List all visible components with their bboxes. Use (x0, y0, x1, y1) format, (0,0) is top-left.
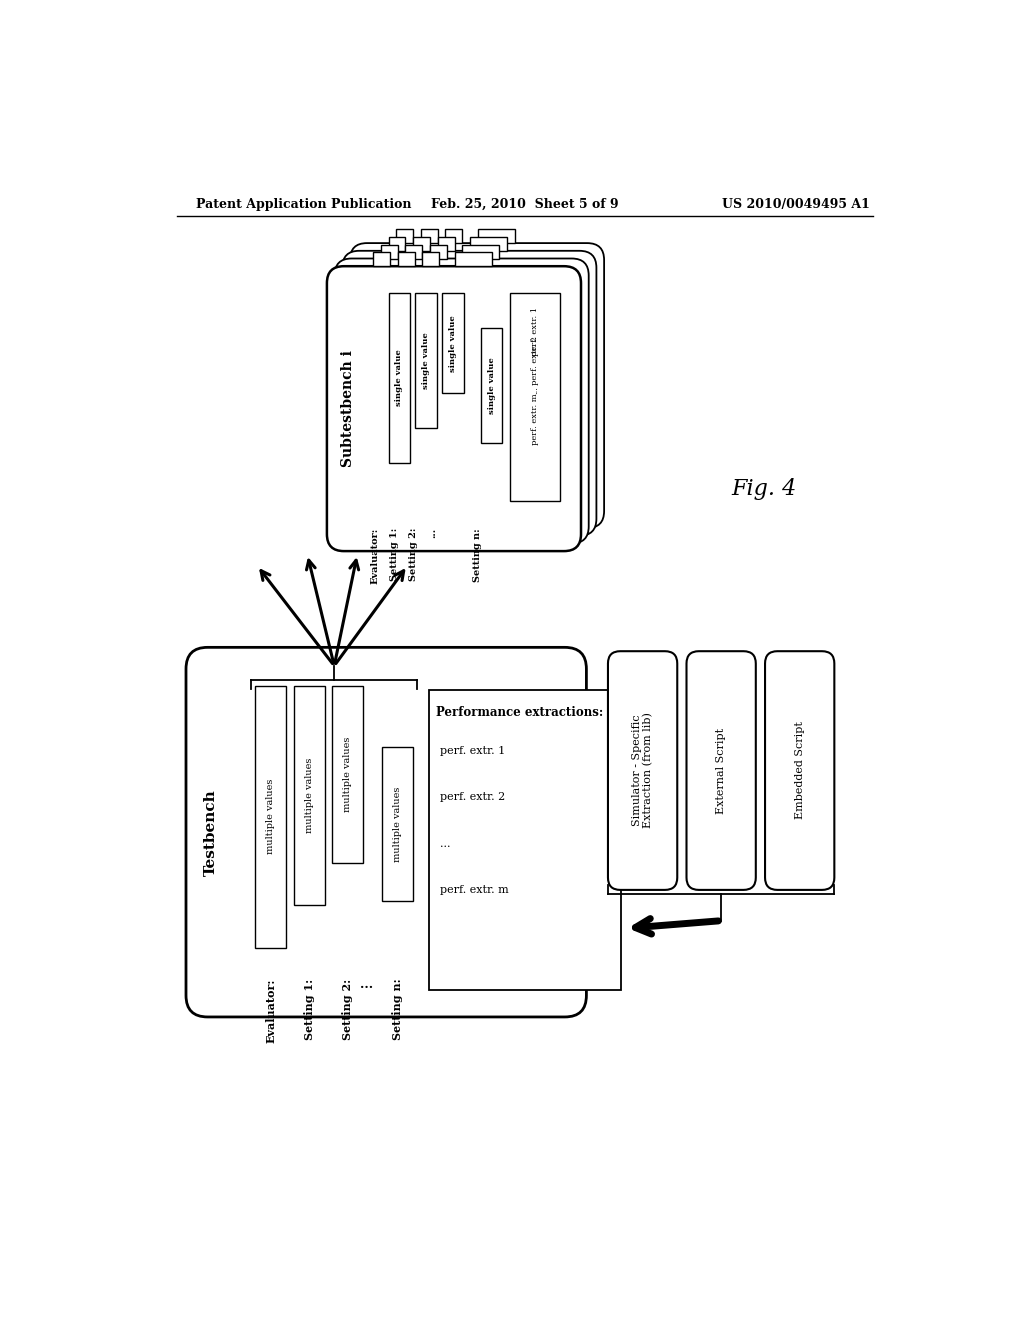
Bar (421, 230, 438, 243)
Bar (429, 689, 621, 990)
Bar (388, 293, 410, 462)
Text: Performance extractions:: Performance extractions: (436, 706, 603, 719)
Text: Testbench: Testbench (204, 789, 218, 875)
FancyBboxPatch shape (186, 647, 587, 1016)
Text: multiple values: multiple values (343, 737, 352, 812)
Text: single value: single value (450, 315, 457, 371)
Bar (445, 230, 463, 243)
FancyBboxPatch shape (327, 267, 581, 552)
Bar (396, 230, 413, 243)
Text: Setting 1:: Setting 1: (390, 528, 399, 581)
FancyBboxPatch shape (342, 251, 596, 536)
Text: ...: ... (429, 528, 437, 539)
Bar (413, 238, 430, 251)
Bar (438, 238, 455, 251)
Bar (478, 230, 515, 243)
Bar (416, 293, 437, 428)
Bar (255, 686, 286, 948)
Bar (430, 244, 447, 259)
Bar (422, 252, 439, 267)
Text: ...: ... (530, 387, 539, 395)
Text: Evaluator:: Evaluator: (265, 978, 276, 1043)
Text: perf. extr. 2: perf. extr. 2 (530, 337, 539, 385)
Text: multiple values: multiple values (393, 787, 402, 862)
Text: single value: single value (395, 350, 403, 407)
Text: multiple values: multiple values (305, 758, 313, 833)
Text: Subtestbench i: Subtestbench i (341, 350, 355, 467)
Text: Simulator - Specific
Extraction (from lib): Simulator - Specific Extraction (from li… (632, 713, 653, 829)
Text: perf. extr. 2: perf. extr. 2 (440, 792, 506, 803)
Text: Setting n:: Setting n: (472, 528, 481, 582)
Bar (388, 238, 406, 251)
FancyBboxPatch shape (608, 651, 677, 890)
Text: Patent Application Publication: Patent Application Publication (196, 198, 412, 211)
Text: Setting 2:: Setting 2: (342, 978, 353, 1040)
FancyBboxPatch shape (686, 651, 756, 890)
Bar (373, 252, 390, 267)
Text: ...: ... (440, 838, 451, 849)
Bar (382, 747, 413, 902)
Text: single value: single value (487, 358, 496, 414)
Bar (381, 244, 397, 259)
Text: Setting 1:: Setting 1: (304, 978, 314, 1040)
Text: multiple values: multiple values (266, 779, 275, 854)
Bar (397, 252, 415, 267)
Text: Feb. 25, 2010  Sheet 5 of 9: Feb. 25, 2010 Sheet 5 of 9 (431, 198, 618, 211)
Text: single value: single value (422, 331, 430, 388)
Text: External Script: External Script (716, 727, 726, 813)
Text: Evaluator:: Evaluator: (370, 528, 379, 585)
Bar (510, 293, 560, 502)
Bar (442, 293, 464, 393)
FancyBboxPatch shape (765, 651, 835, 890)
Text: Setting 2:: Setting 2: (410, 528, 419, 581)
FancyBboxPatch shape (350, 243, 604, 528)
Text: Fig. 4: Fig. 4 (731, 479, 797, 500)
Bar (481, 327, 503, 444)
Text: Setting n:: Setting n: (392, 978, 403, 1040)
Text: US 2010/0049495 A1: US 2010/0049495 A1 (722, 198, 869, 211)
Text: perf. extr. 1: perf. extr. 1 (440, 746, 506, 756)
Bar (455, 252, 492, 267)
Bar (470, 238, 507, 251)
Bar (406, 244, 422, 259)
Text: perf. extr. 1: perf. extr. 1 (530, 308, 539, 356)
Text: Embedded Script: Embedded Script (795, 722, 805, 820)
Bar (294, 686, 325, 906)
Bar (463, 244, 500, 259)
Text: ...: ... (360, 978, 374, 991)
Text: perf. extr. m: perf. extr. m (440, 884, 509, 895)
Text: perf. extr. m: perf. extr. m (530, 393, 539, 445)
Bar (333, 686, 364, 863)
FancyBboxPatch shape (335, 259, 589, 544)
